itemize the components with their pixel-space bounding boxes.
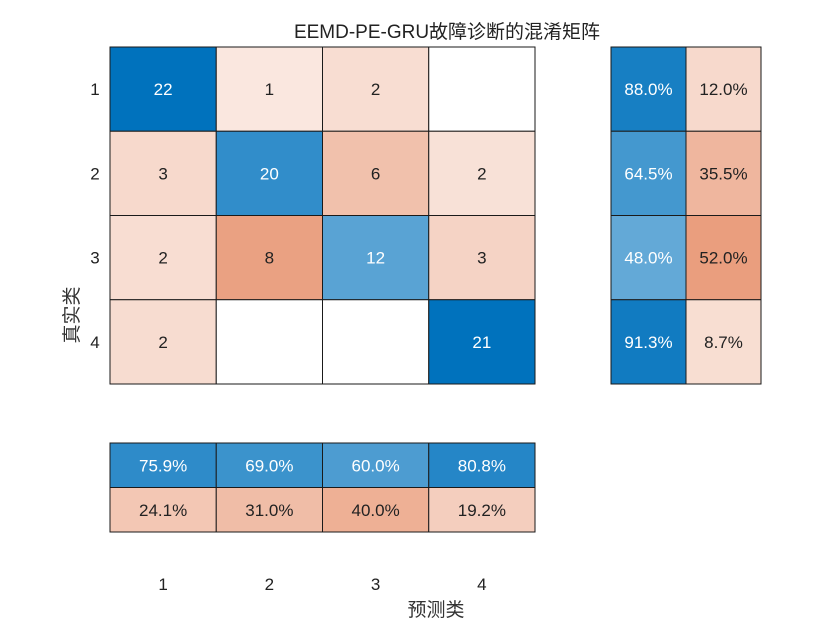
matrix-cell-r1-c1-value: 22 <box>154 80 173 99</box>
row-summary-incorrect-r3-value: 52.0% <box>699 249 747 268</box>
x-axis-label: 预测类 <box>407 599 464 621</box>
matrix-cell-r2-c1-value: 3 <box>158 164 167 183</box>
y-axis-label: 真实类 <box>61 286 83 343</box>
row-summary-incorrect-r1-value: 12.0% <box>699 80 747 99</box>
x-tick-label-4: 4 <box>477 575 486 594</box>
row-summary-incorrect-r2 <box>685 130 762 216</box>
col-summary-correct-c4 <box>428 442 536 488</box>
row-summary-correct-r3 <box>610 215 687 301</box>
col-summary-incorrect-c4-value: 19.2% <box>458 501 506 520</box>
row-summary-incorrect-r2-value: 35.5% <box>699 164 747 183</box>
x-tick-label-1: 1 <box>158 575 167 594</box>
y-tick-label-1: 1 <box>90 80 99 99</box>
matrix-cell-r4-c4 <box>428 299 536 385</box>
matrix-cell-r3-c3 <box>322 215 430 301</box>
matrix-cell-r3-c1 <box>109 215 217 301</box>
matrix-cell-r3-c4-value: 3 <box>477 249 486 268</box>
col-summary-correct-c4-value: 80.8% <box>458 456 506 475</box>
chart-title: EEMD-PE-GRU故障诊断的混淆矩阵 <box>294 21 600 43</box>
matrix-cell-r1-c2-value: 1 <box>265 80 274 99</box>
col-summary-incorrect-c2 <box>215 487 323 533</box>
col-summary-incorrect-c3-value: 40.0% <box>352 501 400 520</box>
row-summary-correct-r1-value: 88.0% <box>624 80 672 99</box>
matrix-cell-r1-c4 <box>428 46 536 132</box>
x-tick-label-3: 3 <box>371 575 380 594</box>
matrix-cell-r3-c3-value: 12 <box>366 249 385 268</box>
matrix-cell-r2-c1 <box>109 130 217 216</box>
matrix-cell-r1-c2 <box>215 46 323 132</box>
row-summary-correct-r3-value: 48.0% <box>624 249 672 268</box>
matrix-cell-r2-c2 <box>215 130 323 216</box>
matrix-cell-r2-c3-value: 6 <box>371 164 380 183</box>
matrix-cell-r2-c4-value: 2 <box>477 164 486 183</box>
y-tick-label-3: 3 <box>90 249 99 268</box>
matrix-cell-r4-c4-value: 21 <box>472 333 491 352</box>
row-summary-correct-r4-value: 91.3% <box>624 333 672 352</box>
col-summary-correct-c1 <box>109 442 217 488</box>
col-summary-correct-c2-value: 69.0% <box>245 456 293 475</box>
row-summary-correct-r2-value: 64.5% <box>624 164 672 183</box>
col-summary-correct-c3-value: 60.0% <box>352 456 400 475</box>
matrix-cell-r1-c1 <box>109 46 217 132</box>
matrix-cell-r4-c1-value: 2 <box>158 333 167 352</box>
matrix-cell-r3-c1-value: 2 <box>158 249 167 268</box>
row-summary-incorrect-r4-value: 8.7% <box>704 333 743 352</box>
y-tick-label-4: 4 <box>90 333 99 352</box>
row-summary-grid: 88.0% 12.0% 64.5% 35.5% 48.0% 52.0% 91.3% 8.7% <box>610 46 762 385</box>
confusion-matrix-grid: 22 1 23 20 6 22 8 12 32 21 <box>109 46 536 385</box>
matrix-cell-r2-c3 <box>322 130 430 216</box>
col-summary-incorrect-c4 <box>428 487 536 533</box>
matrix-cell-r2-c2-value: 20 <box>260 164 279 183</box>
matrix-cell-r4-c3 <box>322 299 430 385</box>
row-summary-incorrect-r3 <box>685 215 762 301</box>
matrix-cell-r3-c4 <box>428 215 536 301</box>
col-summary-incorrect-c1-value: 24.1% <box>139 501 187 520</box>
row-summary-incorrect-r4 <box>685 299 762 385</box>
column-summary-grid: 75.9% 69.0% 60.0% 80.8% 24.1% 31.0% 40.0% 19.2% <box>109 442 536 533</box>
matrix-cell-r3-c2-value: 8 <box>265 249 274 268</box>
row-summary-incorrect-r1 <box>685 46 762 132</box>
matrix-cell-r1-c3 <box>322 46 430 132</box>
col-summary-correct-c1-value: 75.9% <box>139 456 187 475</box>
matrix-cell-r4-c1 <box>109 299 217 385</box>
row-summary-correct-r2 <box>610 130 687 216</box>
y-tick-label-2: 2 <box>90 164 99 183</box>
x-tick-label-2: 2 <box>265 575 274 594</box>
row-summary-correct-r1 <box>610 46 687 132</box>
row-summary-correct-r4 <box>610 299 687 385</box>
col-summary-incorrect-c3 <box>322 487 430 533</box>
matrix-cell-r1-c3-value: 2 <box>371 80 380 99</box>
col-summary-correct-c2 <box>215 442 323 488</box>
col-summary-incorrect-c2-value: 31.0% <box>245 501 293 520</box>
matrix-cell-r4-c2 <box>215 299 323 385</box>
